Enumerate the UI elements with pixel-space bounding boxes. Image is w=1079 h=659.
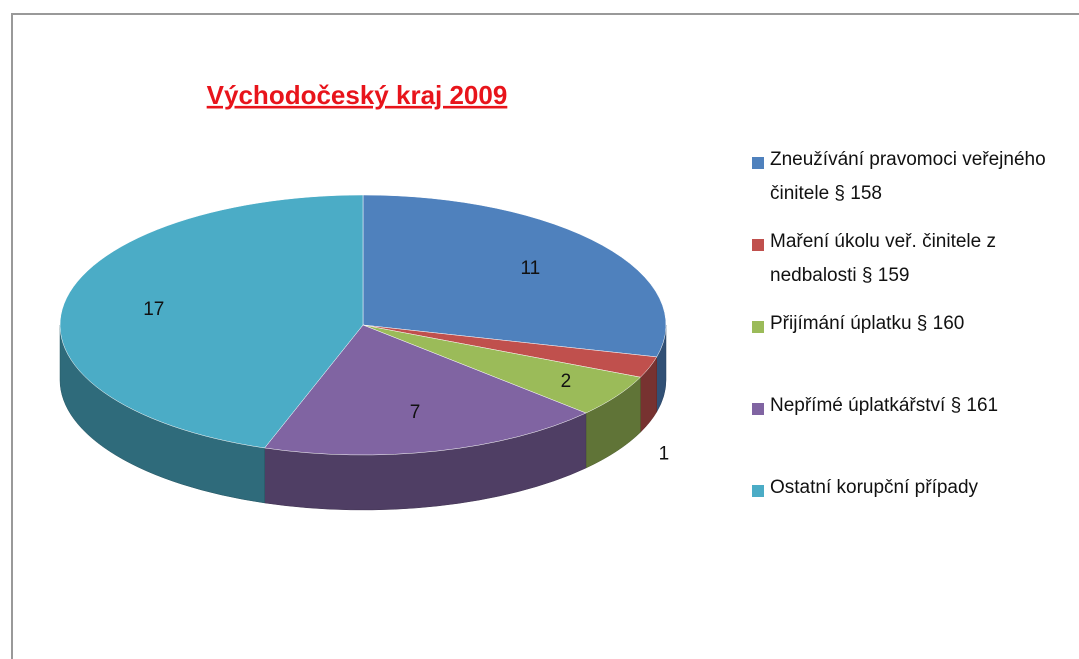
legend-swatch (752, 239, 764, 251)
legend-item: Nepřímé úplatkářství § 161 (752, 395, 1072, 478)
data-label: 7 (410, 402, 421, 423)
data-label: 11 (521, 258, 541, 279)
data-label: 17 (143, 299, 164, 320)
legend-label: Přijímání úplatku § 160 (770, 313, 965, 334)
legend-label: Ostatní korupční případy (770, 477, 979, 498)
legend-swatch (752, 403, 764, 415)
pie-slice (264, 324, 587, 456)
data-label: 2 (561, 371, 572, 392)
pie-slice (362, 194, 667, 358)
legend-item: Maření úkolu veř. činitele z nedbalosti … (752, 231, 1072, 314)
legend-swatch (752, 485, 764, 497)
legend: Zneužívání pravomoci veřejného činitele … (752, 149, 1072, 560)
legend-label: Maření úkolu veř. činitele z nedbalosti … (770, 231, 996, 286)
legend-swatch (752, 157, 764, 169)
pie-slice (59, 194, 364, 449)
data-label: 1 (659, 443, 670, 464)
frame (11, 13, 1079, 659)
legend-item: Zneužívání pravomoci veřejného činitele … (752, 149, 1072, 232)
legend-item: Ostatní korupční případy (752, 477, 1072, 560)
legend-item: Přijímání úplatku § 160 (752, 313, 1072, 396)
legend-swatch (752, 321, 764, 333)
chart-title: Východočeský kraj 2009 (207, 80, 508, 110)
legend-label: Nepřímé úplatkářství § 161 (770, 395, 999, 416)
legend-label: Zneužívání pravomoci veřejného činitele … (770, 149, 1046, 204)
